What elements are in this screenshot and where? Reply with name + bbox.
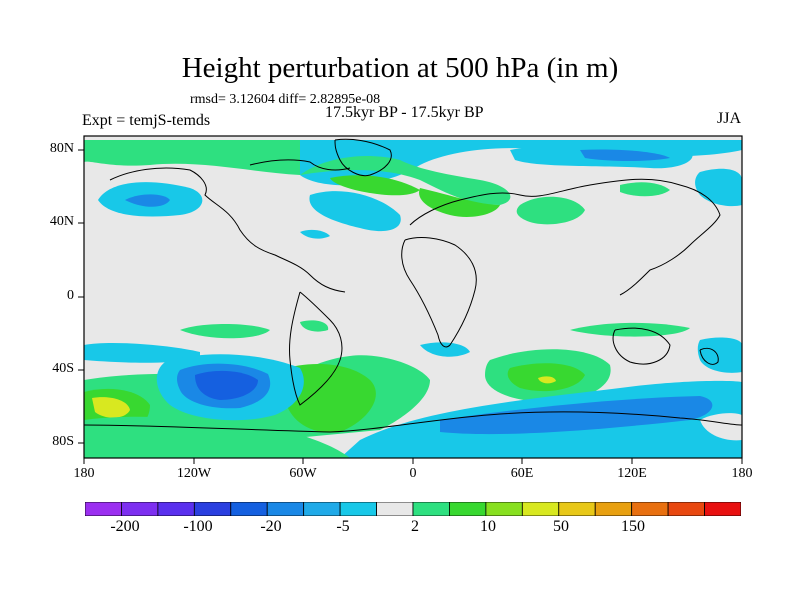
colorbar-box [303,502,341,516]
stats-label: rmsd= 3.12604 diff= 2.82895e-08 [190,92,381,107]
map-title: Height perturbation at 500 hPa (in m) [181,52,619,84]
period-label: 17.5kyr BP - 17.5kyr BP [325,104,484,121]
colorbar-box [704,502,741,516]
lat-label-80n: 80N [49,141,74,156]
colorbar-box [193,502,232,516]
colorbar-label: -5 [336,518,350,535]
colorbar-label: -20 [260,518,282,535]
colorbar-label: 150 [621,518,645,535]
axis-ticks [78,149,743,464]
colorbar-box [449,502,487,516]
colorbar-box [230,502,268,516]
lon-label-0: 0 [409,466,417,481]
coastlines [84,138,742,433]
contour-field [84,136,742,458]
colorbar-label: 50 [553,518,569,535]
colorbar-label: -200 [110,518,140,535]
colorbar-box [558,502,596,516]
colorbar-label: 10 [480,518,496,535]
lat-label-40n: 40N [49,214,74,229]
lon-label-60w: 60W [289,466,317,481]
lat-label-80s: 80S [52,434,74,449]
lon-label-60e: 60E [510,466,534,481]
colorbar-label: -100 [183,518,213,535]
colorbar-box [85,502,122,516]
lat-label-40s: 40S [52,361,74,376]
lon-label-120w: 120W [176,466,212,481]
colorbar-box [485,502,523,516]
colorbar-box [157,502,195,516]
colorbar-box [631,502,669,516]
colorbar [85,502,741,516]
colorbar-box [339,502,377,516]
colorbar-box [121,502,159,516]
colorbar-box [521,502,560,516]
colorbar-box [594,502,633,516]
colorbar-box [667,502,705,516]
lon-label-120e: 120E [617,466,647,481]
colorbar-box [412,502,450,516]
lon-label-180w: 180 [73,466,95,481]
colorbar-label: 2 [411,518,419,535]
lat-label-0: 0 [67,288,74,303]
experiment-label: Expt = temjS-temds [82,112,211,129]
colorbar-box [266,502,305,516]
lon-label-180e: 180 [731,466,753,481]
colorbar-box [376,502,414,516]
season-label: JJA [717,110,742,127]
